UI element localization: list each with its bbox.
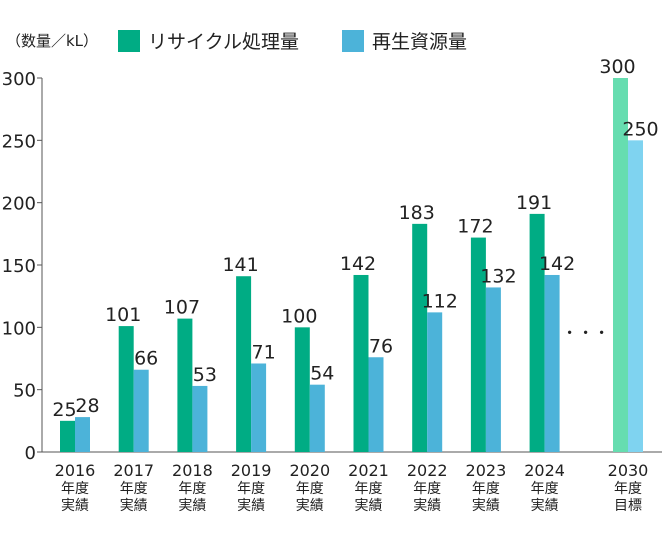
x-tick-label: 年度 bbox=[355, 481, 383, 497]
bar-recycle bbox=[470, 237, 486, 452]
x-tick-label: 2022 bbox=[407, 461, 448, 480]
bar-resource bbox=[427, 312, 443, 452]
legend-item-resource: 再生資源量 bbox=[342, 27, 467, 54]
x-tick-label: 年度 bbox=[120, 481, 148, 497]
data-label-resource: 250 bbox=[622, 118, 658, 140]
y-tick-label: 300 bbox=[2, 69, 36, 90]
bar-recycle bbox=[294, 327, 310, 452]
data-label-recycle: 142 bbox=[340, 253, 376, 275]
bar-resource bbox=[75, 417, 90, 452]
x-tick-label: 2017 bbox=[113, 461, 154, 480]
unit-label: （数量／kL） bbox=[6, 32, 99, 50]
data-label-resource: 53 bbox=[193, 364, 217, 386]
data-label-resource: 76 bbox=[369, 335, 393, 357]
legend-label-resource: 再生資源量 bbox=[372, 31, 468, 53]
data-label-resource: 54 bbox=[310, 363, 334, 385]
legend-item-recycle: リサイクル処理量 bbox=[118, 27, 299, 54]
x-tick-label: 実績 bbox=[531, 498, 559, 514]
x-tick-label: 2021 bbox=[348, 461, 389, 480]
y-tick-label: 100 bbox=[2, 318, 36, 339]
data-label-resource: 28 bbox=[75, 395, 99, 417]
x-tick-label: 年度 bbox=[61, 481, 89, 497]
x-tick-label: 実績 bbox=[237, 498, 265, 514]
x-tick-label: 実績 bbox=[61, 498, 89, 514]
x-tick-label: 年度 bbox=[531, 481, 559, 497]
y-tick-label: 200 bbox=[2, 194, 36, 215]
x-tick-label: 年度 bbox=[296, 481, 324, 497]
data-label-recycle: 300 bbox=[599, 56, 635, 78]
bar-resource bbox=[133, 369, 149, 452]
x-tick-label: 実績 bbox=[120, 498, 148, 514]
y-tick-label: 50 bbox=[13, 381, 36, 402]
legend-swatch-resource bbox=[342, 29, 364, 52]
bar-resource bbox=[628, 140, 643, 453]
x-tick-label: 2023 bbox=[466, 461, 507, 480]
x-tick-label: 年度 bbox=[614, 481, 642, 497]
y-tick-label: 250 bbox=[2, 131, 36, 152]
bar-resource bbox=[485, 287, 501, 452]
bar-recycle bbox=[353, 274, 369, 452]
data-label-recycle: 25 bbox=[52, 399, 76, 421]
x-tick-label: 実績 bbox=[355, 498, 383, 514]
bar-recycle bbox=[613, 78, 628, 452]
bar-recycle bbox=[177, 318, 193, 452]
bar-resource bbox=[251, 363, 267, 452]
data-label-resource: 142 bbox=[539, 253, 575, 275]
data-label-recycle: 107 bbox=[164, 297, 200, 319]
x-tick-label: 2019 bbox=[231, 461, 272, 480]
x-tick-label: 実績 bbox=[413, 498, 441, 514]
x-tick-label: 2024 bbox=[524, 461, 565, 480]
y-tick-label: 0 bbox=[25, 443, 36, 464]
x-tick-label: 2018 bbox=[172, 461, 213, 480]
bar-recycle bbox=[118, 326, 134, 452]
bar-resource bbox=[192, 385, 208, 452]
data-label-recycle: 100 bbox=[281, 305, 317, 327]
x-tick-label: 目標 bbox=[614, 498, 642, 514]
bar-recycle bbox=[412, 223, 428, 452]
x-tick-label: 年度 bbox=[178, 481, 206, 497]
data-label-resource: 132 bbox=[480, 265, 516, 287]
x-tick-label: 2020 bbox=[289, 461, 330, 480]
legend-label-recycle: リサイクル処理量 bbox=[148, 31, 300, 53]
bar-resource bbox=[544, 274, 560, 452]
data-label-resource: 66 bbox=[134, 348, 158, 370]
data-label-recycle: 101 bbox=[105, 304, 141, 326]
bar-resource bbox=[368, 357, 384, 452]
data-label-recycle: 183 bbox=[399, 202, 435, 224]
x-tick-label: 年度 bbox=[472, 481, 500, 497]
bar-recycle bbox=[529, 213, 545, 452]
x-tick-label: 年度 bbox=[413, 481, 441, 497]
x-tick-label: 実績 bbox=[178, 498, 206, 514]
data-label-resource: 71 bbox=[252, 341, 276, 363]
data-label-recycle: 191 bbox=[516, 192, 552, 214]
bar-recycle bbox=[236, 276, 252, 452]
x-tick-label: 実績 bbox=[296, 498, 324, 514]
y-tick-label: 150 bbox=[2, 256, 36, 277]
data-label-recycle: 172 bbox=[457, 216, 493, 238]
x-tick-label: 年度 bbox=[237, 481, 265, 497]
gap-marker: ・・・ bbox=[562, 323, 610, 342]
x-tick-label: 実績 bbox=[472, 498, 500, 514]
bar-recycle bbox=[60, 420, 75, 452]
data-label-resource: 112 bbox=[422, 290, 458, 312]
x-tick-label: 2030 bbox=[608, 461, 649, 480]
x-tick-label: 2016 bbox=[55, 461, 96, 480]
data-label-recycle: 141 bbox=[222, 254, 258, 276]
bar-resource bbox=[309, 384, 325, 452]
legend-swatch-recycle bbox=[118, 29, 140, 52]
